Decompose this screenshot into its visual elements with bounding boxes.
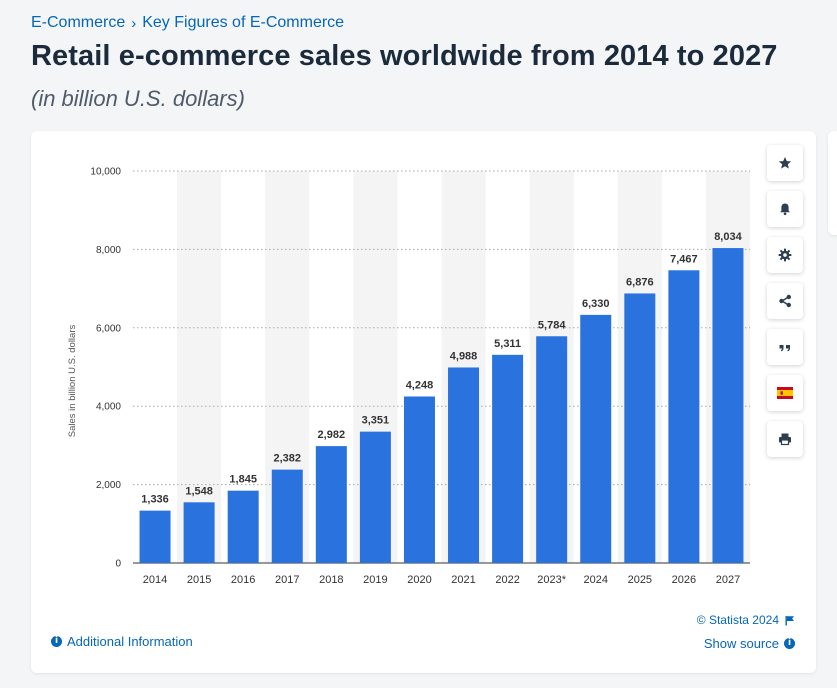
- bar: [403, 396, 435, 563]
- x-tick-label: 2021: [451, 574, 475, 586]
- x-tick-label: 2015: [187, 574, 211, 586]
- data-label: 2,982: [318, 429, 346, 441]
- bar: [668, 270, 700, 563]
- data-label: 6,330: [582, 298, 610, 310]
- data-label: 6,876: [626, 276, 654, 288]
- y-tick-label: 2,000: [96, 480, 121, 491]
- x-tick-label: 2018: [319, 574, 343, 586]
- star-icon: [778, 157, 792, 169]
- adjacent-panel: [828, 131, 837, 235]
- additional-information-link[interactable]: i Additional Information: [51, 634, 193, 649]
- bar: [712, 248, 744, 563]
- bar: [536, 336, 568, 563]
- x-tick-label: 2025: [628, 574, 652, 586]
- data-label: 7,467: [670, 253, 698, 265]
- x-tick-label: 2027: [716, 574, 740, 586]
- show-source-label: Show source: [703, 636, 779, 651]
- x-tick-label: 2026: [672, 574, 696, 586]
- y-tick-label: 4,000: [96, 402, 121, 413]
- show-source-link[interactable]: Show source i: [704, 636, 795, 651]
- y-tick-label: 10,000: [90, 167, 121, 178]
- page-subtitle: (in billion U.S. dollars): [31, 86, 245, 111]
- bar: [624, 293, 656, 563]
- info-icon: i: [51, 636, 62, 647]
- data-label: 2,382: [273, 453, 301, 465]
- data-label: 1,548: [185, 485, 213, 497]
- breadcrumb-link-key-figures[interactable]: Key Figures of E-Commerce: [142, 14, 345, 31]
- settings-button[interactable]: [767, 237, 803, 273]
- data-label: 8,034: [714, 231, 742, 243]
- data-label: 1,845: [229, 474, 257, 486]
- x-tick-label: 2020: [407, 574, 431, 586]
- bar: [139, 510, 171, 563]
- y-tick-label: 0: [115, 559, 121, 570]
- bar: [359, 431, 391, 563]
- data-label: 5,311: [494, 338, 521, 350]
- y-tick-label: 8,000: [96, 245, 121, 256]
- quote-icon: [779, 345, 790, 352]
- chart-card: 0 2,000 4,000 6,000 8,000 10,000 1,336 2014 1,54…: [31, 131, 816, 673]
- copyright-text: © Statista 2024: [696, 613, 779, 627]
- print-icon: [779, 433, 791, 446]
- breadcrumb: E-Commerce › Key Figures of E-Commerce: [31, 14, 344, 32]
- copyright-notice: © Statista 2024: [697, 613, 795, 627]
- bar-chart: 0 2,000 4,000 6,000 8,000 10,000 1,336 2014 1,54…: [67, 167, 750, 586]
- favorite-button[interactable]: [767, 145, 803, 181]
- x-tick-label: 2016: [231, 574, 255, 586]
- share-icon: [779, 294, 791, 308]
- x-tick-label: 2024: [584, 574, 608, 586]
- page-title: Retail e-commerce sales worldwide from 2…: [31, 40, 778, 72]
- additional-information-label: Additional Information: [67, 634, 193, 649]
- bar: [271, 469, 303, 563]
- bar: [492, 354, 524, 563]
- y-axis-label: Sales in billion U.S. dollars: [67, 325, 78, 438]
- gear-icon: [778, 248, 792, 262]
- language-button[interactable]: [767, 375, 803, 411]
- data-label: 4,988: [450, 350, 478, 362]
- data-label: 5,784: [538, 319, 566, 331]
- data-label: 3,351: [362, 415, 390, 427]
- bar: [580, 314, 612, 563]
- breadcrumb-link-ecommerce[interactable]: E-Commerce: [31, 14, 126, 31]
- flag-icon[interactable]: [784, 615, 795, 626]
- breadcrumb-separator: ›: [131, 14, 137, 32]
- print-button[interactable]: [767, 421, 803, 457]
- bar: [315, 446, 347, 563]
- y-tick-label: 6,000: [96, 323, 121, 334]
- x-tick-label: 2017: [275, 574, 299, 586]
- x-tick-label: 2023*: [537, 574, 566, 586]
- column-band: [177, 171, 222, 563]
- info-icon: i: [784, 638, 795, 649]
- x-tick-label: 2022: [495, 574, 519, 586]
- bar: [448, 367, 480, 563]
- share-button[interactable]: [767, 283, 803, 319]
- data-label: 4,248: [406, 379, 434, 391]
- x-tick-label: 2014: [143, 574, 167, 586]
- data-label: 1,336: [141, 494, 169, 506]
- bar: [183, 502, 215, 563]
- bell-icon: [780, 203, 790, 216]
- x-tick-label: 2019: [363, 574, 387, 586]
- notification-button[interactable]: [767, 191, 803, 227]
- bar: [227, 490, 259, 563]
- cite-button[interactable]: [767, 329, 803, 365]
- spanish-flag-icon: [777, 387, 793, 399]
